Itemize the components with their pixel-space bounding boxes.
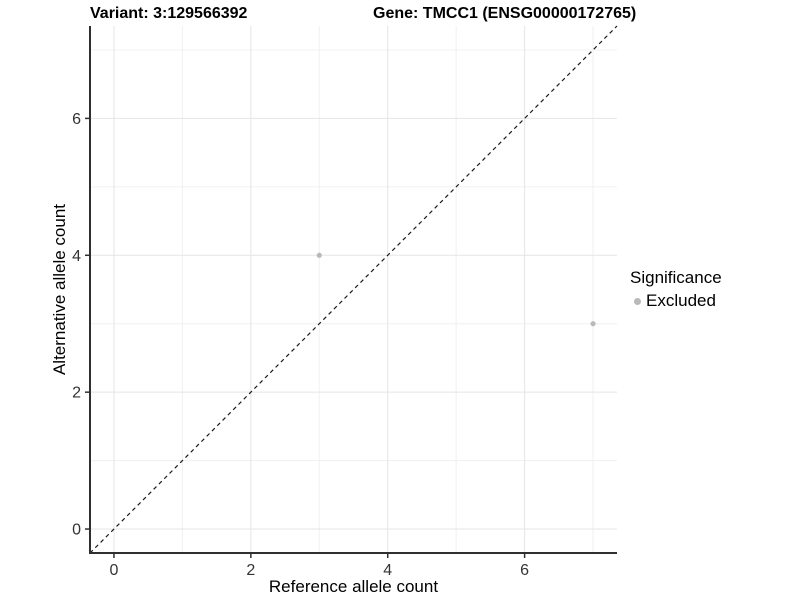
identity-dashed-line [89, 25, 618, 554]
x-axis-title: Reference allele count [268, 577, 439, 596]
x-tick-label: 2 [246, 562, 255, 579]
y-tick-label: 6 [72, 111, 81, 128]
x-tick-label: 6 [520, 562, 529, 579]
legend: Significance Excluded [630, 268, 722, 311]
gene-title: Gene: TMCC1 (ENSG00000172765) [373, 5, 637, 22]
y-tick-label: 2 [72, 385, 81, 402]
legend-item-label: Excluded [646, 291, 716, 310]
x-tick-label: 0 [110, 562, 119, 579]
legend-item-excluded: Excluded [630, 291, 722, 311]
data-point [590, 321, 596, 327]
legend-title: Significance [630, 268, 722, 287]
y-tick-label: 4 [72, 248, 81, 265]
data-point [316, 252, 322, 258]
legend-point-icon [634, 297, 641, 305]
x-tick-label: 4 [383, 562, 392, 579]
y-axis-title: Alternative allele count [50, 203, 69, 376]
y-tick-label: 0 [72, 522, 81, 539]
variant-title: Variant: 3:129566392 [90, 5, 248, 22]
